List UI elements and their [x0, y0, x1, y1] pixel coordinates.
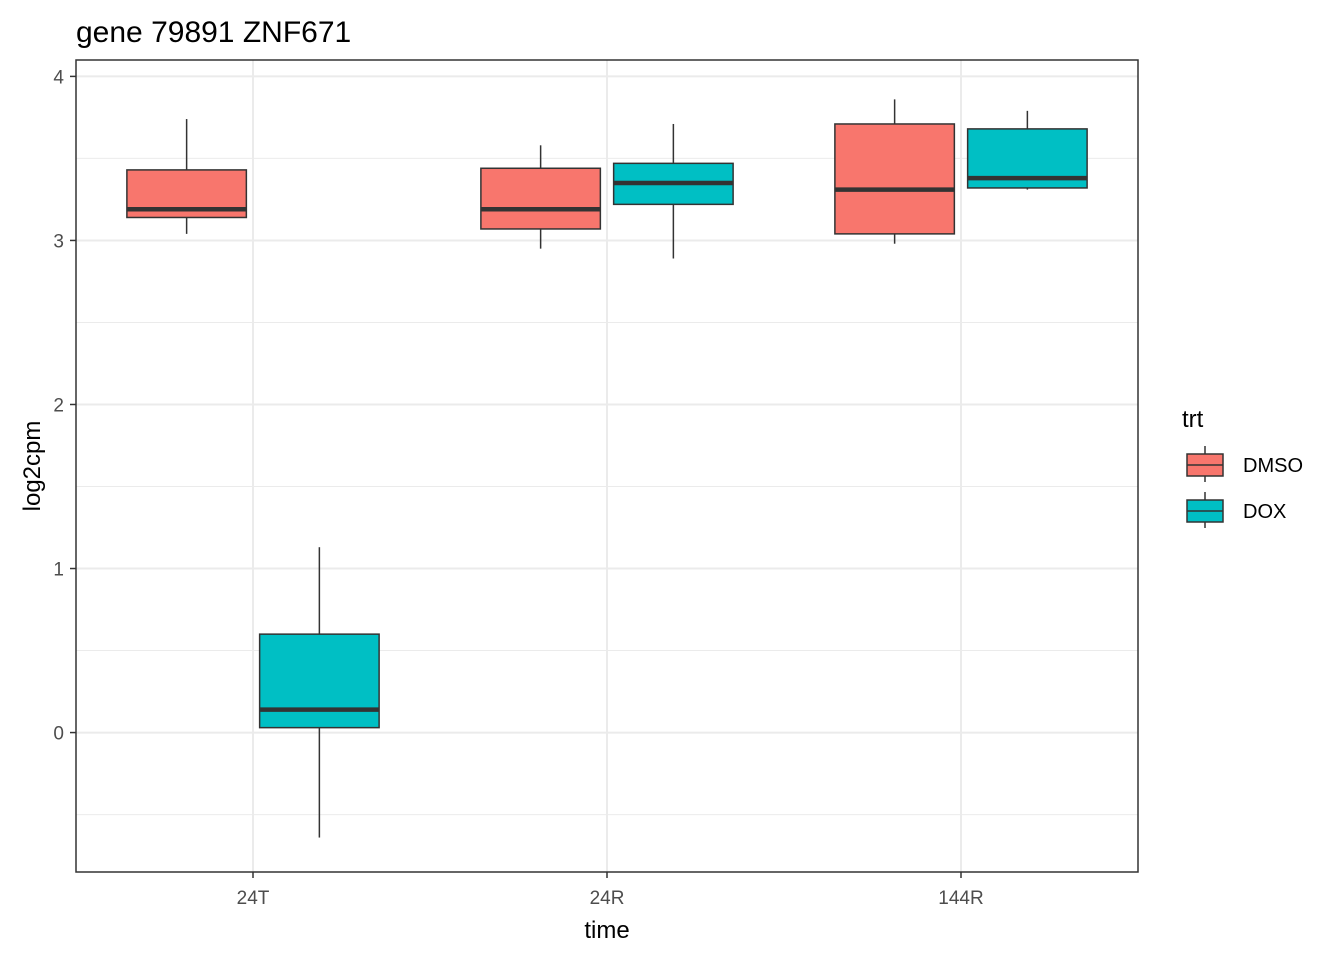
x-axis-title: time — [584, 917, 629, 944]
y-tick-label: 1 — [53, 560, 64, 581]
x-tick-label: 24T — [237, 888, 270, 909]
legend-label: DMSO — [1243, 455, 1303, 477]
y-tick-label: 0 — [53, 724, 64, 745]
legend-label: DOX — [1243, 501, 1286, 523]
box-dmso-144r — [834, 99, 956, 244]
axes: 0 1 2 3 4 24T 24R 144R — [53, 67, 983, 909]
box-body — [258, 633, 380, 729]
y-tick-label: 4 — [53, 67, 64, 88]
x-tick-label: 24R — [590, 888, 625, 909]
box-body — [480, 167, 602, 230]
legend-title: trt — [1182, 406, 1204, 433]
box-dox-24r — [612, 123, 734, 259]
boxes — [126, 99, 1088, 838]
chart-title: gene 79891 ZNF671 — [76, 16, 351, 49]
y-tick-label: 3 — [53, 231, 64, 252]
box-dox-144r — [966, 110, 1088, 190]
box-dox-24t — [258, 547, 380, 838]
legend-item-dmso: DMSO — [1186, 446, 1303, 482]
box-dmso-24t — [126, 119, 248, 234]
legend-item-dox: DOX — [1186, 492, 1286, 528]
legend: trt DMSO DOX — [1182, 406, 1303, 528]
y-axis-title: log2cpm — [19, 421, 46, 512]
y-tick-label: 2 — [53, 395, 64, 416]
x-tick-label: 144R — [938, 888, 983, 909]
box-body — [834, 123, 956, 235]
grid-lines — [76, 60, 1138, 872]
box-dmso-24r — [480, 145, 602, 249]
